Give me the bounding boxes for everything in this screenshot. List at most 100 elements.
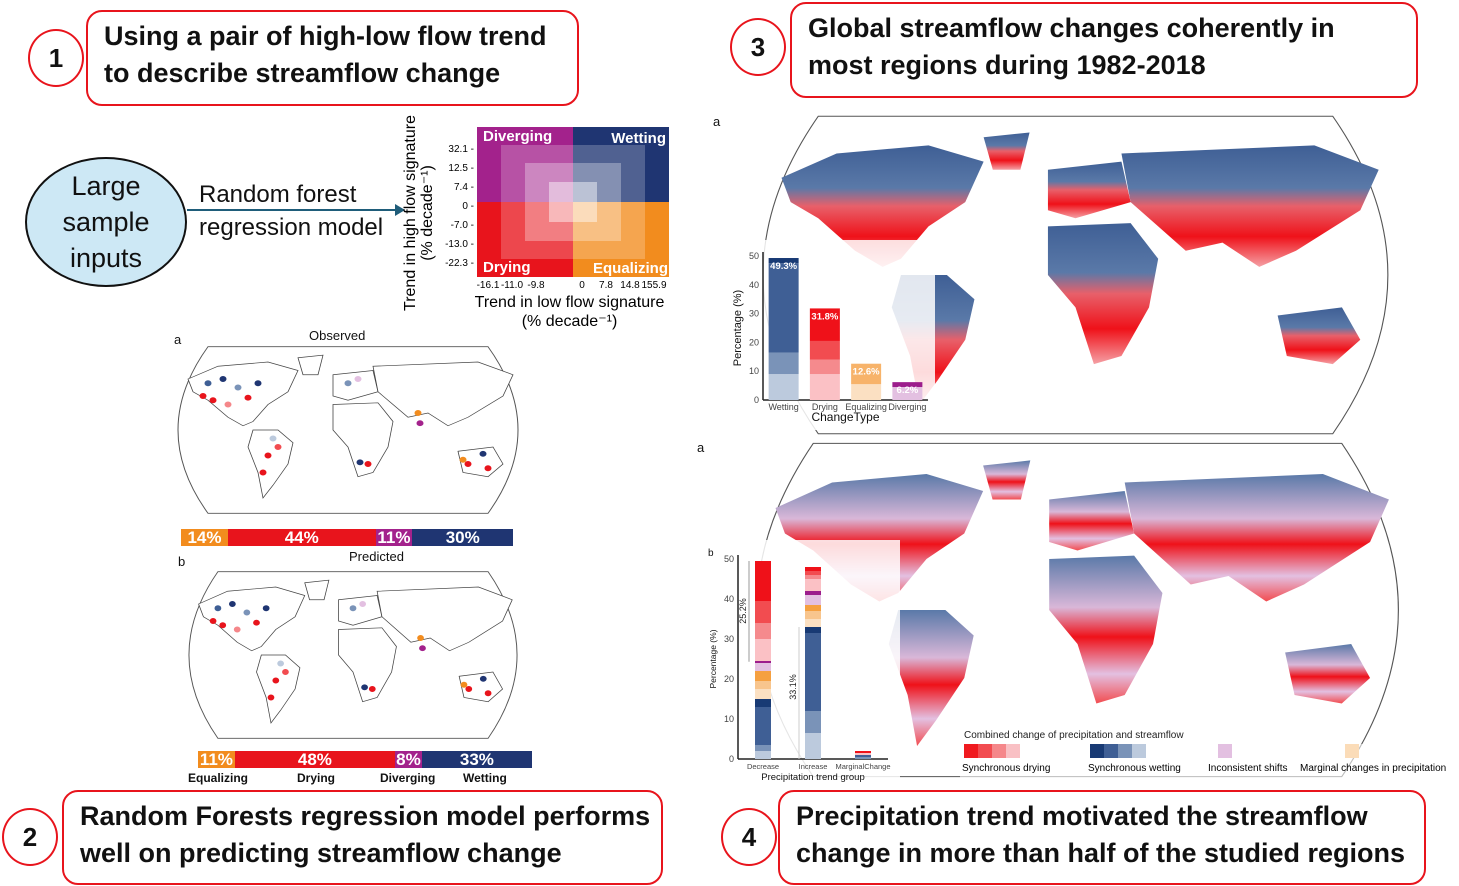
x-tick-label: Drying: [812, 402, 838, 412]
y-tick: 12.5 -: [448, 163, 474, 174]
bar-segment: [892, 387, 923, 400]
share-segment: 30%: [412, 529, 514, 546]
gauge-dot: [244, 394, 252, 401]
gauge-dot: [254, 380, 262, 387]
bar-segment: [855, 755, 871, 757]
legend-swatch: [1345, 744, 1359, 758]
gauge-dot: [417, 635, 424, 641]
step-1-badge: 1: [28, 29, 84, 87]
title-line: to describe streamflow change: [104, 58, 501, 88]
bar-segment: [855, 757, 871, 759]
bar-segment: [755, 663, 771, 671]
legend-label: Inconsistent shifts: [1208, 763, 1288, 774]
gauge-dot: [479, 675, 487, 682]
y-tick: 7.4 -: [453, 182, 474, 193]
category-label: Diverging: [380, 771, 436, 785]
x-tick-label: Diverging: [888, 402, 926, 412]
gauge-dot: [361, 684, 368, 691]
x-axis-title: ChangeType: [811, 410, 879, 424]
change-type-bar-chart: 0 10 20 30 40 50 49.3% Wetting 31.8% Drying 12.6% E…: [720, 240, 935, 430]
bar-segment: [768, 263, 799, 353]
bar-segment: [755, 699, 771, 707]
legend-item: Synchronous drying: [962, 744, 1050, 774]
gauge-dot: [243, 609, 251, 616]
gauge-dot: [204, 380, 212, 387]
gauge-dot: [460, 681, 468, 688]
gauge-dot: [228, 601, 236, 607]
title-line: Global streamflow changes coherently in: [808, 13, 1335, 43]
gauge-dot: [199, 393, 207, 399]
legend-item: Inconsistent shifts: [1208, 744, 1287, 774]
bar-segment: [805, 591, 821, 595]
x-axis-title: Precipitation trend group: [761, 772, 865, 783]
gauge-dots: [199, 376, 492, 476]
y-tick: 32.1 -: [448, 144, 474, 155]
panel-4-title: Precipitation trend motivated the stream…: [778, 790, 1426, 885]
observed-title: Observed: [309, 328, 366, 343]
bar-segment: [805, 711, 821, 733]
predicted-title: Predicted: [349, 549, 404, 564]
gauge-dot: [364, 461, 372, 467]
bar-segment: [851, 363, 882, 385]
panel-3-title: Global streamflow changes coherently in …: [790, 2, 1418, 98]
panel-letter: b: [708, 548, 714, 559]
title-line: Precipitation trend motivated the stream…: [796, 801, 1368, 831]
x-tick: 0: [579, 280, 585, 291]
bar-segment: [755, 681, 771, 689]
bar-total-label: 49.3%: [770, 261, 797, 272]
gauge-dot: [274, 444, 282, 450]
bar-segment: [755, 561, 771, 601]
precipitation-group-bar-chart: 0 10 20 30 40 50 Decrease Increase MarginalChang…: [700, 540, 900, 785]
axis-label: Trend in high flow signature: [402, 115, 419, 311]
y-tick-label: 50: [749, 251, 759, 261]
bar-segment: [805, 633, 821, 711]
gauge-dot: [267, 694, 275, 701]
annotation-label: 25.2%: [738, 598, 748, 624]
category-label: Wetting: [463, 771, 507, 785]
step-3-badge: 3: [730, 18, 786, 76]
share-segment: 33%: [421, 751, 532, 768]
title-line: well on predicting streamflow change: [80, 838, 562, 868]
category-label: Drying: [297, 771, 336, 785]
gauge-dot: [359, 601, 367, 607]
axis-unit: (% decade⁻¹): [419, 165, 436, 261]
bar-segment: [755, 639, 771, 661]
bar-segment: [768, 352, 799, 375]
bar-total-label: 31.8%: [811, 311, 838, 322]
quadrant-wetting: Wetting: [611, 130, 666, 147]
x-tick-label: Increase: [799, 762, 828, 771]
y-tick-label: 20: [724, 674, 734, 684]
bar-segment: [805, 627, 821, 633]
y-tick-label: 10: [749, 366, 759, 376]
bar-segment: [755, 661, 771, 663]
bivariate-legend-matrix: Diverging Wetting Drying Equalizing: [477, 127, 669, 277]
legend-label: Synchronous wetting: [1088, 763, 1181, 774]
bar-segment: [768, 258, 799, 264]
bar-segment: [805, 579, 821, 591]
panel-letter: a: [174, 332, 182, 347]
predicted-share-bar: 11% 48% 8% 33%: [198, 751, 532, 768]
legend-swatch: [992, 744, 1006, 758]
share-segment: 8%: [395, 750, 422, 769]
x-tick-label: MarginalChange: [835, 762, 890, 771]
legend-swatch: [964, 744, 978, 758]
gauge-dot: [224, 401, 232, 408]
bar-segment: [805, 733, 821, 759]
step-4-badge: 4: [721, 808, 777, 866]
annotation-label: 33.1%: [788, 674, 798, 700]
node-text: inputs: [69, 243, 143, 273]
gauge-dots: [209, 601, 492, 701]
legend-swatch: [1218, 744, 1232, 758]
bar-segment: [851, 384, 882, 400]
y-tick: -7.0 -: [450, 220, 474, 231]
x-tick: 7.8: [599, 280, 613, 291]
gauge-dot: [416, 420, 424, 427]
bar-segment: [805, 571, 821, 575]
share-segment: 11%: [375, 528, 413, 547]
panel-2-title: Random Forests regression model performs…: [62, 790, 663, 885]
combined-change-legend: Synchronous drying Synchronous wetting Inc…: [960, 744, 1446, 778]
gauge-dot: [368, 686, 376, 692]
gauge-dot: [272, 677, 280, 684]
y-tick-label: 10: [724, 714, 734, 724]
